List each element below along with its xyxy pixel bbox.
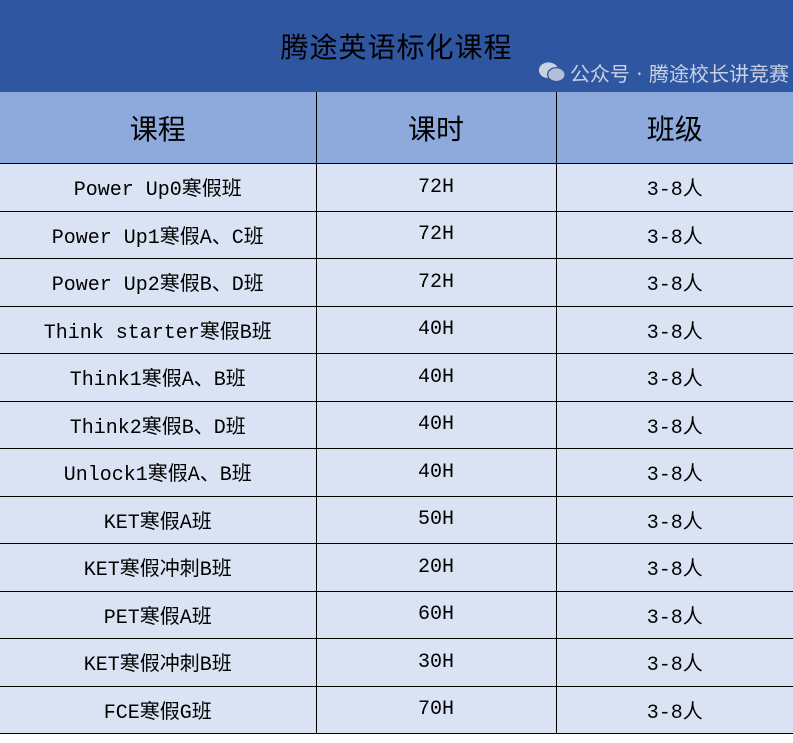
hours-cell: 40H [315,448,557,497]
course-cell: Unlock1寒假A、B班 [0,448,317,497]
wechat-icon [538,62,566,83]
course-cell: KET寒假A班 [0,495,317,544]
column-header-hours: 课时 [315,92,557,164]
course-cell: KET寒假冲刺B班 [0,543,317,592]
class-size-cell: 3-8人 [555,590,793,639]
hours-cell: 40H [315,400,557,449]
class-size-cell: 3-8人 [555,258,793,307]
table-row: Think starter寒假B班 40H 3-8人 [0,305,793,354]
table-row: Power Up2寒假B、D班 72H 3-8人 [0,258,793,307]
hours-cell: 70H [315,685,557,734]
class-size-cell: 3-8人 [555,353,793,402]
table-row: Power Up1寒假A、C班 72H 3-8人 [0,210,793,259]
table-row: Unlock1寒假A、B班 40H 3-8人 [0,448,793,497]
hours-cell: 30H [315,638,557,687]
course-cell: Think starter寒假B班 [0,305,317,354]
course-cell: Think2寒假B、D班 [0,400,317,449]
table-row: PET寒假A班 60H 3-8人 [0,590,793,639]
course-cell: Power Up1寒假A、C班 [0,210,317,259]
table-row: KET寒假冲刺B班 20H 3-8人 [0,543,793,592]
course-cell: Power Up2寒假B、D班 [0,258,317,307]
course-cell: FCE寒假G班 [0,685,317,734]
class-size-cell: 3-8人 [555,163,793,212]
hours-cell: 72H [315,210,557,259]
course-cell: Power Up0寒假班 [0,163,317,212]
hours-cell: 60H [315,590,557,639]
class-size-cell: 3-8人 [555,305,793,354]
class-size-cell: 3-8人 [555,638,793,687]
hours-cell: 50H [315,495,557,544]
hours-cell: 40H [315,305,557,354]
table-row: Power Up0寒假班 72H 3-8人 [0,163,793,212]
course-cell: KET寒假冲刺B班 [0,638,317,687]
course-cell: PET寒假A班 [0,590,317,639]
hours-cell: 40H [315,353,557,402]
course-cell: Think1寒假A、B班 [0,353,317,402]
table-title: 腾途英语标化课程 [0,0,793,92]
hours-cell: 72H [315,258,557,307]
class-size-cell: 3-8人 [555,543,793,592]
course-table: 课程 课时 班级 Power Up0寒假班 72H 3-8人 Power Up1寒假A… [0,92,793,734]
table-row: FCE寒假G班 70H 3-8人 [0,685,793,734]
header-row: 课程 课时 班级 [0,92,793,164]
hours-cell: 72H [315,163,557,212]
class-size-cell: 3-8人 [555,210,793,259]
column-header-class-size: 班级 [555,92,793,164]
table-row: KET寒假A班 50H 3-8人 [0,495,793,544]
class-size-cell: 3-8人 [555,448,793,497]
table-row: Think1寒假A、B班 40H 3-8人 [0,353,793,402]
table-row: KET寒假冲刺B班 30H 3-8人 [0,638,793,687]
hours-cell: 20H [315,543,557,592]
class-size-cell: 3-8人 [555,400,793,449]
column-header-course: 课程 [0,92,317,164]
class-size-cell: 3-8人 [555,685,793,734]
class-size-cell: 3-8人 [555,495,793,544]
watermark-text: 公众号 · 腾途校长讲竞赛 [569,61,789,86]
table-row: Think2寒假B、D班 40H 3-8人 [0,400,793,449]
watermark: 公众号 · 腾途校长讲竞赛 [538,58,789,86]
